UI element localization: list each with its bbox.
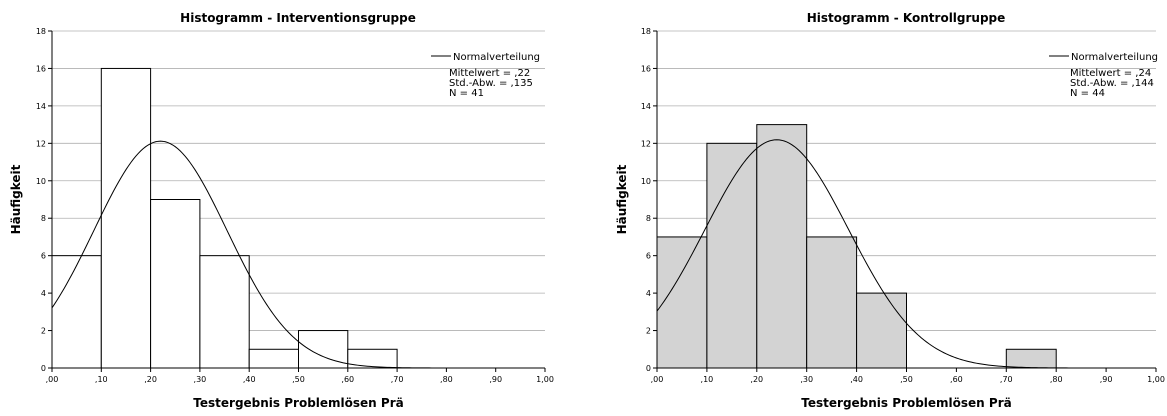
x-tick-label: ,10 bbox=[701, 375, 714, 384]
x-axis-title: Testergebnis Problemlösen Prä bbox=[193, 396, 403, 410]
x-tick-label: ,90 bbox=[489, 375, 502, 384]
y-tick-label: 16 bbox=[36, 64, 46, 73]
y-tick-label: 6 bbox=[41, 252, 46, 261]
histogram-bar bbox=[150, 199, 201, 369]
histogram-bar bbox=[656, 236, 708, 369]
x-tick-label: ,20 bbox=[144, 375, 157, 384]
stat-line: Std.-Abw. = ,135 bbox=[449, 78, 533, 89]
y-tick-label: 14 bbox=[641, 102, 651, 111]
x-tick-label: 1,00 bbox=[1147, 375, 1165, 384]
legend-label: Normalverteilung bbox=[1071, 52, 1158, 63]
y-tick-label: 4 bbox=[41, 289, 46, 298]
stat-line: Std.-Abw. = ,144 bbox=[1070, 78, 1154, 89]
x-axis-title: Testergebnis Problemlösen Prä bbox=[801, 396, 1011, 410]
y-tick-label: 16 bbox=[641, 64, 651, 73]
histogram-bar bbox=[806, 236, 858, 369]
histogram-bar bbox=[1005, 348, 1057, 369]
y-tick-label: 10 bbox=[36, 177, 46, 186]
y-tick-label: 6 bbox=[646, 252, 651, 261]
stat-line: N = 41 bbox=[449, 88, 484, 99]
y-tick-label: 2 bbox=[41, 327, 46, 336]
y-tick-label: 12 bbox=[36, 139, 46, 148]
histogram-bar bbox=[51, 255, 102, 369]
y-axis-title: Häufigkeit bbox=[615, 164, 629, 234]
x-tick-label: ,80 bbox=[1050, 375, 1063, 384]
histogram-bar bbox=[856, 292, 907, 369]
histogram-bar bbox=[756, 124, 808, 369]
y-tick-label: 14 bbox=[36, 102, 46, 111]
histogram-bar bbox=[248, 348, 299, 369]
stat-line: Mittelwert = ,24 bbox=[1070, 68, 1151, 79]
y-tick-label: 4 bbox=[646, 289, 651, 298]
y-tick-label: 12 bbox=[641, 139, 651, 148]
x-tick-label: ,00 bbox=[651, 375, 664, 384]
y-tick-label: 10 bbox=[641, 177, 651, 186]
x-tick-label: ,70 bbox=[1000, 375, 1013, 384]
x-tick-label: ,30 bbox=[800, 375, 813, 384]
x-tick-label: ,80 bbox=[440, 375, 453, 384]
y-axis-title: Häufigkeit bbox=[9, 164, 23, 234]
legend-label: Normalverteilung bbox=[453, 52, 540, 63]
stat-line: N = 44 bbox=[1070, 88, 1105, 99]
x-tick-label: ,60 bbox=[950, 375, 963, 384]
x-tick-label: ,40 bbox=[243, 375, 256, 384]
x-tick-label: ,00 bbox=[46, 375, 59, 384]
x-tick-label: ,50 bbox=[292, 375, 305, 384]
y-tick-label: 18 bbox=[641, 27, 651, 36]
histogram-bar bbox=[100, 67, 152, 369]
x-tick-label: ,10 bbox=[95, 375, 108, 384]
x-tick-label: ,20 bbox=[750, 375, 763, 384]
x-tick-label: ,70 bbox=[391, 375, 404, 384]
histogram-bar bbox=[199, 255, 250, 369]
x-tick-label: ,60 bbox=[341, 375, 354, 384]
x-tick-label: 1,00 bbox=[536, 375, 554, 384]
chart-title: Histogramm - Interventionsgruppe bbox=[180, 11, 416, 25]
x-tick-label: ,40 bbox=[850, 375, 863, 384]
x-tick-label: ,30 bbox=[194, 375, 207, 384]
y-tick-label: 0 bbox=[41, 364, 46, 373]
x-tick-label: ,50 bbox=[900, 375, 913, 384]
y-tick-label: 18 bbox=[36, 27, 46, 36]
histogram-bar bbox=[706, 142, 758, 369]
y-tick-label: 8 bbox=[41, 214, 46, 223]
stat-line: Mittelwert = ,22 bbox=[449, 68, 530, 79]
chart-title: Histogramm - Kontrollgruppe bbox=[807, 11, 1006, 25]
y-tick-label: 0 bbox=[646, 364, 651, 373]
x-tick-label: ,90 bbox=[1100, 375, 1113, 384]
y-tick-label: 8 bbox=[646, 214, 651, 223]
y-tick-label: 2 bbox=[646, 327, 651, 336]
